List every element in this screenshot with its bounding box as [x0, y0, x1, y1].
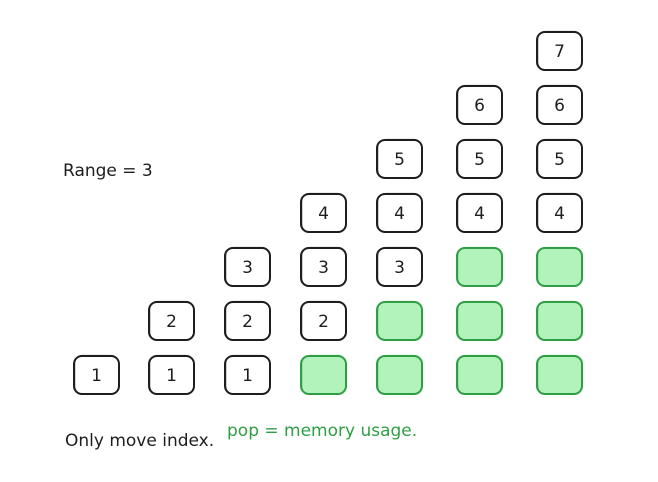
cell-sketch-stroke [457, 192, 503, 233]
stack-cell: 1 [224, 354, 271, 395]
cell-sketch-stroke [149, 300, 195, 341]
cell-sketch-stroke [149, 354, 195, 395]
cell-sketch-stroke [377, 300, 423, 341]
stack-cell: 7 [536, 30, 583, 71]
cell-sketch-stroke [537, 246, 583, 287]
popped-cell [536, 246, 583, 287]
popped-cell-box [300, 355, 347, 395]
stack-cell: 4 [536, 192, 583, 233]
cell-sketch-stroke [225, 246, 271, 287]
popped-cell-box [376, 301, 423, 341]
cell-sketch-stroke [457, 138, 503, 179]
popped-cell-box [456, 301, 503, 341]
cell-sketch-stroke [74, 354, 120, 395]
popped-cell [456, 246, 503, 287]
cell-sketch-stroke [537, 84, 583, 125]
cell-sketch-stroke [377, 138, 423, 179]
stack-cell-value: 4 [554, 204, 565, 224]
stack-cell-value: 3 [394, 258, 405, 278]
cell-sketch-stroke [377, 354, 423, 395]
cell-sketch-stroke [537, 138, 583, 179]
range-label: Range = 3 [63, 161, 153, 181]
stack-cell-value: 2 [318, 312, 329, 332]
popped-cell [456, 300, 503, 341]
stack-cell: 5 [376, 138, 423, 179]
stack-cell-value: 6 [554, 96, 565, 116]
popped-cell-box [536, 355, 583, 395]
note-only-move-index: Only move index. [65, 431, 215, 451]
popped-cell-box [376, 355, 423, 395]
cell-sketch-stroke [301, 300, 347, 341]
cell-sketch-stroke [225, 354, 271, 395]
stack-cell: 1 [148, 354, 195, 395]
stack-cell-value: 4 [394, 204, 405, 224]
cell-sketch-stroke [301, 246, 347, 287]
stack-cell: 4 [376, 192, 423, 233]
stack-cell-value: 3 [242, 258, 253, 278]
stack-cell-value: 6 [474, 96, 485, 116]
stack-cell-value: 5 [474, 150, 485, 170]
stack-cell: 2 [300, 300, 347, 341]
popped-cell-box [456, 247, 503, 287]
popped-cell [300, 354, 347, 395]
stack-cell-value: 1 [242, 366, 253, 386]
stack-cell-value: 4 [318, 204, 329, 224]
popped-cell-box [536, 247, 583, 287]
cell-sketch-stroke [225, 300, 271, 341]
stack-cell: 6 [456, 84, 503, 125]
cell-sketch-stroke [457, 300, 503, 341]
popped-cell [376, 354, 423, 395]
stack-cell-value: 5 [554, 150, 565, 170]
cell-sketch-stroke [457, 84, 503, 125]
stack-cell: 4 [456, 192, 503, 233]
popped-cell [376, 300, 423, 341]
cell-sketch-stroke [457, 246, 503, 287]
cell-sketch-stroke [377, 246, 423, 287]
stack-cell: 4 [300, 192, 347, 233]
stack-cell-value: 2 [242, 312, 253, 332]
stack-cell: 2 [148, 300, 195, 341]
stack-cell: 6 [536, 84, 583, 125]
stack-cell-value: 3 [318, 258, 329, 278]
cell-sketch-stroke [537, 192, 583, 233]
cell-sketch-stroke [377, 192, 423, 233]
stack-cell-value: 2 [166, 312, 177, 332]
cell-sketch-stroke [537, 300, 583, 341]
stack-cell-value: 4 [474, 204, 485, 224]
stack-cell: 3 [300, 246, 347, 287]
stack-cell-value: 1 [166, 366, 177, 386]
stack-cell: 3 [376, 246, 423, 287]
cell-sketch-stroke [301, 192, 347, 233]
cell-sketch-stroke [457, 354, 503, 395]
popped-cell-box [536, 301, 583, 341]
stack-cell: 3 [224, 246, 271, 287]
cell-sketch-stroke [537, 354, 583, 395]
stack-cell: 5 [536, 138, 583, 179]
stack-cell: 5 [456, 138, 503, 179]
popped-cell [536, 300, 583, 341]
note-pop-memory-usage: pop = memory usage. [227, 421, 418, 441]
stack-cell: 2 [224, 300, 271, 341]
stack-cell-value: 7 [554, 42, 565, 62]
popped-cell-box [456, 355, 503, 395]
stack-cell: 1 [73, 354, 120, 395]
cell-sketch-stroke [537, 30, 583, 71]
cell-sketch-stroke [301, 354, 347, 395]
popped-cell [536, 354, 583, 395]
stack-cell-value: 1 [91, 366, 102, 386]
popped-cell [456, 354, 503, 395]
stack-cell-value: 5 [394, 150, 405, 170]
